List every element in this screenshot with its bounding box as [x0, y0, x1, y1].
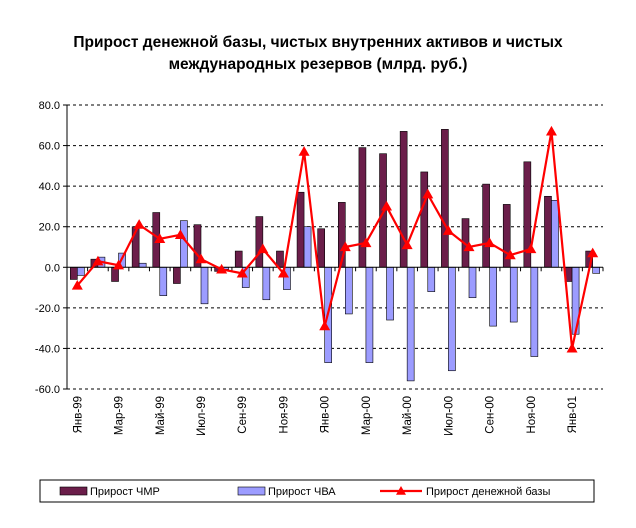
bar-chva-22: [530, 266, 539, 357]
legend-swatch-chmr: [59, 486, 88, 496]
y-tick-label: -40.0: [35, 343, 60, 355]
bars: [69, 129, 601, 382]
chart-title: Прирост денежной базы, чистых внутренних…: [0, 32, 636, 76]
x-tick-label: Сен-00: [485, 396, 497, 434]
bar-chva-14: [365, 266, 374, 363]
bar-chva-5: [180, 220, 188, 268]
bar-chva-6: [200, 266, 209, 305]
bar-chva-19: [468, 266, 477, 299]
legend: Прирост ЧМР Прирост ЧВА Прирост денежной б…: [39, 479, 595, 503]
line-point-21: [504, 249, 516, 260]
bar-chmr-8: [234, 250, 243, 268]
line-point-10: [277, 267, 289, 278]
line-point-24: [566, 342, 578, 353]
x-tick-label: Июл-99: [196, 396, 208, 436]
line-path: [76, 131, 594, 349]
x-tick-label: Июл-00: [443, 396, 455, 436]
line-point-14: [360, 237, 372, 248]
chart-title-line1: Прирост денежной базы, чистых внутренних…: [73, 34, 563, 51]
line-point-7: [216, 263, 228, 274]
legend-label-chva: Прирост ЧВА: [268, 486, 336, 498]
line-point-5: [174, 229, 186, 239]
bar-chva-17: [427, 266, 436, 292]
bar-chva-16: [406, 266, 415, 382]
bar-chmr-11: [296, 191, 305, 268]
bar-chva-11: [303, 226, 312, 268]
bar-chmr-2: [111, 266, 119, 282]
y-tick-label: -20.0: [35, 303, 60, 315]
line-point-22: [525, 243, 537, 254]
bar-chmr-23: [544, 195, 552, 268]
line-point-25: [587, 247, 599, 258]
x-tick-label: Май-99: [155, 396, 167, 435]
bar-chmr-14: [358, 147, 367, 268]
line-point-16: [401, 239, 413, 250]
legend-label-chmr: Прирост ЧМР: [90, 486, 160, 498]
x-tick-label: Ноя-99: [278, 396, 290, 434]
y-tick-label: 80.0: [39, 100, 60, 112]
line-point-11: [298, 146, 310, 156]
gridlines: [67, 104, 603, 390]
bar-chmr-20: [482, 183, 490, 268]
y-tick-label: 20.0: [39, 222, 60, 234]
bar-chva-4: [159, 266, 168, 296]
x-tick-label: Ноя-00: [526, 396, 538, 434]
bar-chmr-5: [173, 266, 181, 284]
y-tick-label: 40.0: [39, 181, 60, 193]
bar-chva-13: [345, 266, 353, 315]
legend-label-money-base: Прирост денежной базы: [426, 486, 550, 498]
line-point-15: [381, 200, 393, 211]
line-point-0: [71, 280, 83, 290]
legend-swatch-chva: [237, 486, 266, 496]
line-point-9: [257, 243, 269, 254]
x-tick-label: Сен-99: [237, 396, 249, 434]
line-point-2: [113, 259, 125, 270]
bar-chva-18: [448, 266, 456, 372]
line-point-20: [484, 237, 496, 248]
line-point-13: [339, 241, 351, 252]
x-tick-label: Янв-01: [567, 396, 579, 433]
bar-chva-9: [262, 266, 271, 301]
y-tick-label: -60.0: [35, 384, 60, 396]
bar-chva-23: [551, 200, 559, 268]
line-point-23: [545, 125, 557, 136]
x-tick-labels: Янв-99 Мар-99 Май-99 Июл-99 Сен-99 Ноя-99 Янв-…: [72, 396, 579, 436]
bar-chva-15: [386, 266, 394, 321]
bar-chmr-0: [69, 266, 78, 280]
x-tick-label: Май-00: [402, 396, 414, 435]
bar-chva-25: [592, 266, 601, 274]
x-tick-label: Мар-99: [114, 396, 126, 435]
line-point-6: [195, 253, 207, 264]
line-point-3: [133, 219, 145, 229]
bar-chva-0: [77, 266, 85, 276]
legend-swatch-marker: [396, 486, 406, 495]
line-point-1: [92, 255, 104, 266]
x-tick-label: Мар-00: [361, 396, 373, 435]
bar-chva-21: [509, 266, 518, 323]
x-tick-marks: [66, 267, 604, 272]
bar-chmr-17: [420, 171, 429, 268]
y-tick-label: 60.0: [39, 141, 60, 153]
x-tick-label: Янв-99: [72, 396, 84, 433]
bar-chva-20: [489, 266, 497, 327]
bar-chmr-12: [317, 228, 325, 268]
bar-chmr-9: [255, 216, 264, 268]
bar-chva-3: [138, 262, 147, 268]
line-point-18: [442, 225, 454, 235]
line-point-4: [154, 233, 166, 244]
line-point-17: [422, 188, 434, 199]
line-point-19: [463, 241, 475, 252]
legend-box: [39, 479, 595, 503]
money-base-line: [71, 125, 599, 353]
line-point-12: [319, 320, 331, 331]
line-point-8: [236, 267, 248, 278]
bar-chmr-18: [441, 129, 449, 268]
y-tick-label: 0.0: [45, 262, 60, 274]
y-tick-labels: 80.0 60.0 40.0 20.0 0.0 -20.0 -40.0 -60.0: [35, 100, 67, 396]
chart-title-line2: международных резервов (млрд. руб.): [168, 56, 468, 73]
x-tick-label: Янв-00: [320, 396, 332, 433]
